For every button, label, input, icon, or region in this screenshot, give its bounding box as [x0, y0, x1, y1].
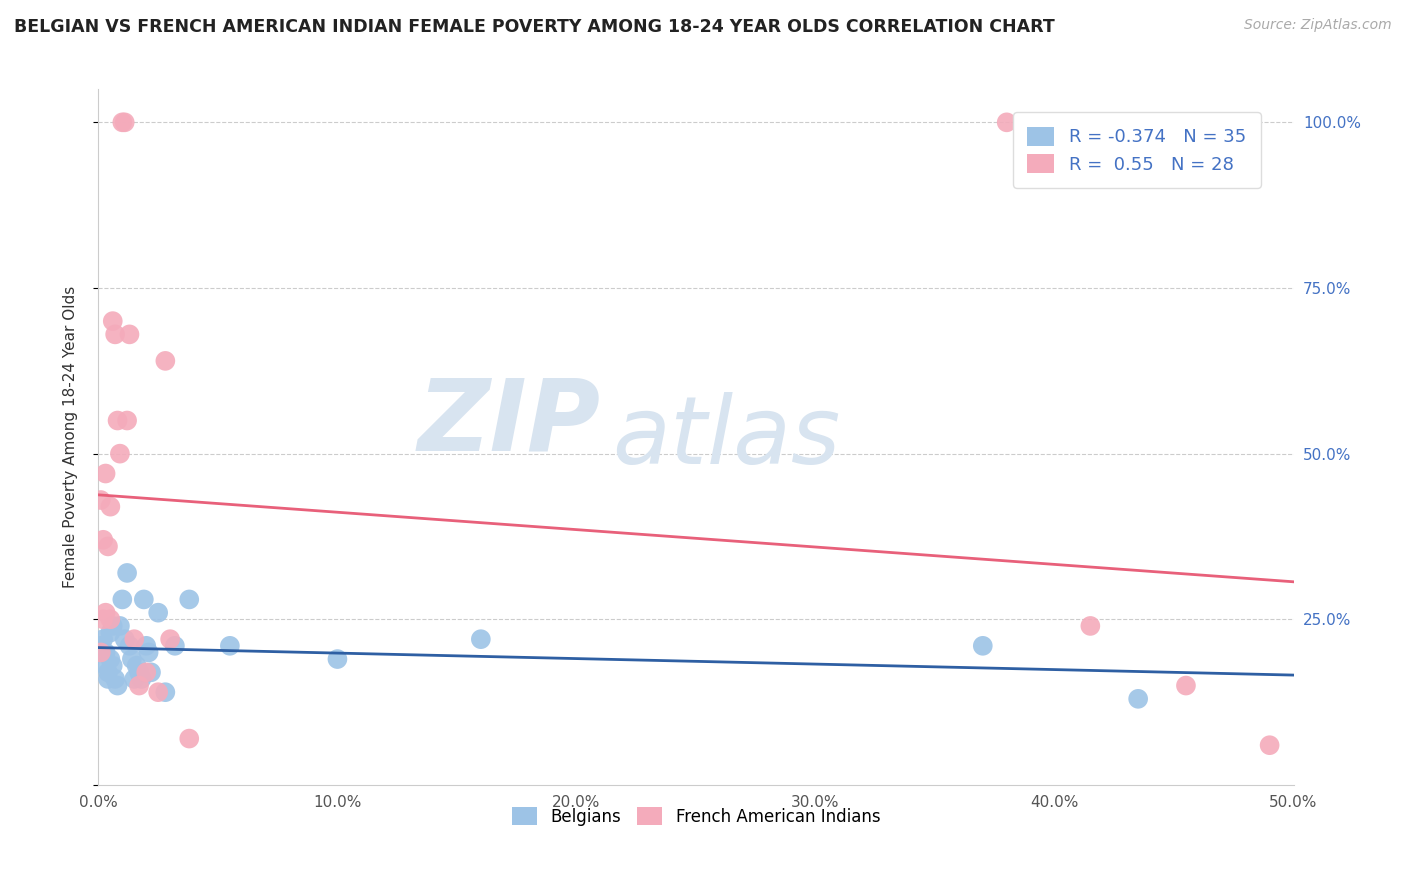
Point: [108, 619, 131, 633]
Text: ZIP: ZIP: [418, 375, 600, 472]
Point: [125, 658, 148, 673]
Point: [107, 679, 129, 693]
Point: [128, 665, 150, 680]
Point: [1080, 619, 1102, 633]
Point: [98, 625, 122, 640]
Point: [155, 354, 177, 368]
Point: [219, 639, 242, 653]
Point: [94, 645, 117, 659]
Y-axis label: Female Poverty Among 18-24 Year Olds: Female Poverty Among 18-24 Year Olds: [63, 286, 77, 588]
Point: [135, 665, 157, 680]
Point: [94, 606, 117, 620]
Point: [91, 612, 114, 626]
Point: [101, 314, 124, 328]
Point: [115, 566, 138, 580]
Point: [114, 632, 136, 647]
Point: [131, 672, 153, 686]
Point: [179, 731, 201, 746]
Point: [101, 658, 124, 673]
Point: [90, 639, 112, 653]
Point: [90, 645, 112, 659]
Point: [98, 652, 122, 666]
Text: atlas: atlas: [613, 392, 841, 483]
Point: [163, 639, 186, 653]
Point: [135, 639, 157, 653]
Point: [132, 592, 155, 607]
Point: [104, 672, 127, 686]
Point: [148, 606, 170, 620]
Point: [91, 632, 114, 647]
Point: [118, 327, 141, 342]
Point: [94, 467, 117, 481]
Point: [1258, 738, 1281, 752]
Point: [326, 652, 349, 666]
Point: [91, 533, 114, 547]
Point: [90, 493, 112, 508]
Point: [97, 665, 120, 680]
Point: [138, 645, 160, 659]
Point: [1175, 679, 1198, 693]
Point: [111, 592, 134, 607]
Point: [470, 632, 492, 647]
Point: [97, 540, 120, 554]
Point: [118, 639, 141, 653]
Point: [104, 327, 127, 342]
Point: [97, 672, 120, 686]
Point: [972, 639, 994, 653]
Point: [124, 672, 146, 686]
Point: [114, 115, 136, 129]
Point: [111, 115, 134, 129]
Point: [128, 679, 150, 693]
Point: [148, 685, 170, 699]
Point: [101, 619, 124, 633]
Point: [155, 685, 177, 699]
Point: [159, 632, 181, 647]
Point: [121, 652, 143, 666]
Text: Source: ZipAtlas.com: Source: ZipAtlas.com: [1244, 18, 1392, 32]
Point: [98, 500, 122, 514]
Point: [139, 665, 162, 680]
Point: [94, 658, 117, 673]
Point: [98, 612, 122, 626]
Legend: Belgians, French American Indians: Belgians, French American Indians: [505, 801, 887, 832]
Point: [1128, 691, 1150, 706]
Point: [115, 413, 138, 427]
Point: [179, 592, 201, 607]
Point: [124, 632, 146, 647]
Point: [108, 447, 131, 461]
Point: [107, 413, 129, 427]
Text: BELGIAN VS FRENCH AMERICAN INDIAN FEMALE POVERTY AMONG 18-24 YEAR OLDS CORRELATI: BELGIAN VS FRENCH AMERICAN INDIAN FEMALE…: [14, 18, 1054, 36]
Point: [995, 115, 1018, 129]
